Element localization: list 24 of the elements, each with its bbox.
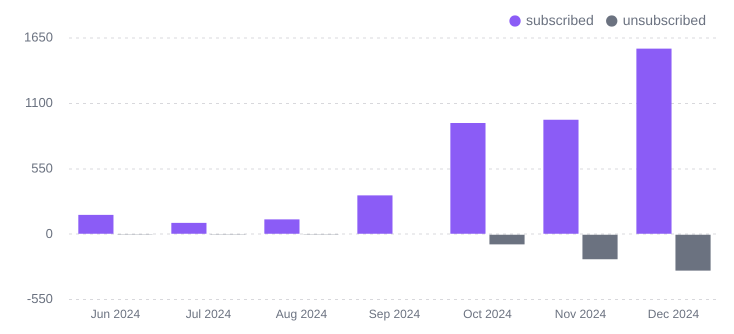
bar [582, 234, 618, 260]
y-tick-label: 550 [31, 160, 53, 176]
bar [357, 195, 393, 234]
x-tick-label: Aug 2024 [276, 307, 328, 322]
y-tick-label: 1650 [24, 30, 53, 45]
legend-label: unsubscribed [622, 12, 706, 28]
bar [489, 234, 525, 244]
bar [450, 123, 486, 234]
x-tick-label: Oct 2024 [463, 307, 512, 322]
bar [675, 234, 711, 271]
bar [636, 48, 672, 234]
x-tick-label: Jun 2024 [90, 307, 140, 322]
x-tick-label: Jul 2024 [186, 307, 232, 322]
x-tick-label: Sep 2024 [368, 307, 420, 322]
y-tick-label: -550 [26, 291, 53, 306]
bar [171, 222, 206, 234]
x-tick-label: Dec 2024 [648, 307, 700, 322]
bar [264, 219, 300, 234]
y-tick-label: 0 [46, 226, 53, 241]
y-tick-label: 1100 [24, 94, 53, 110]
bar [543, 120, 579, 234]
x-tick-label: Nov 2024 [554, 307, 606, 322]
bar [78, 214, 114, 234]
legend-label: subscribed [526, 12, 594, 28]
